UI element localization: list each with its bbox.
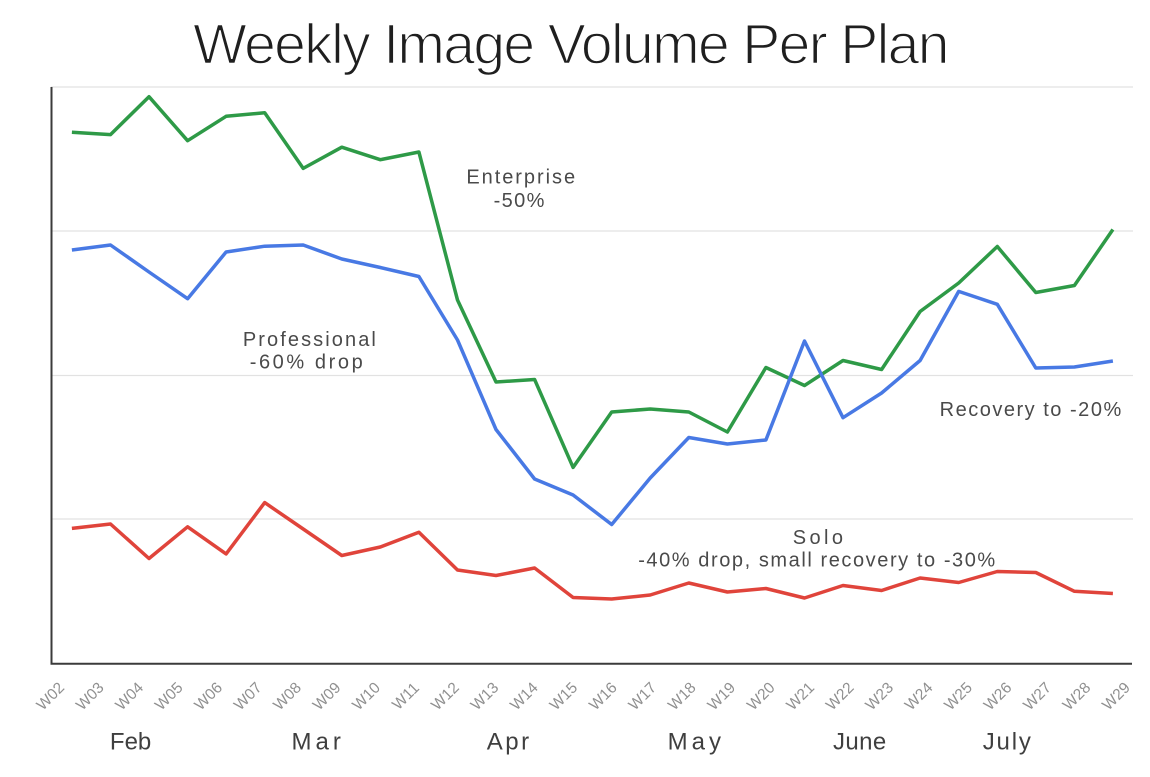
svg-text:W02: W02 [34, 679, 69, 714]
svg-text:June: June [833, 729, 887, 756]
svg-text:Feb: Feb [110, 729, 151, 756]
svg-text:Mar: Mar [292, 729, 345, 756]
svg-text:Solo: Solo [793, 527, 847, 549]
svg-text:W10: W10 [349, 679, 384, 714]
svg-text:W29: W29 [1099, 679, 1134, 714]
svg-text:-50%: -50% [494, 190, 546, 212]
svg-text:W13: W13 [468, 679, 503, 714]
svg-text:Professional: Professional [243, 329, 378, 351]
svg-text:W05: W05 [152, 679, 187, 714]
svg-text:W26: W26 [981, 679, 1016, 714]
svg-text:W20: W20 [744, 679, 779, 714]
svg-text:W21: W21 [783, 679, 818, 714]
svg-text:W15: W15 [547, 679, 582, 714]
svg-text:W06: W06 [191, 679, 226, 714]
svg-text:W22: W22 [823, 679, 858, 714]
svg-text:W09: W09 [310, 679, 345, 714]
svg-text:W11: W11 [389, 680, 423, 714]
svg-text:W08: W08 [270, 679, 305, 714]
svg-text:-60% drop: -60% drop [250, 352, 366, 374]
svg-text:-40% drop, small recovery to -: -40% drop, small recovery to -30% [638, 549, 997, 571]
svg-text:Recovery to -20%: Recovery to -20% [940, 399, 1123, 421]
svg-text:Apr: Apr [487, 729, 532, 756]
svg-text:W14: W14 [507, 679, 542, 714]
svg-text:W25: W25 [941, 679, 976, 714]
svg-text:Weekly Image Volume Per Plan: Weekly Image Volume Per Plan [193, 13, 948, 77]
svg-text:W18: W18 [665, 679, 700, 714]
svg-text:Enterprise: Enterprise [466, 167, 577, 189]
svg-text:W03: W03 [73, 679, 108, 714]
svg-text:W28: W28 [1060, 679, 1095, 714]
svg-text:W07: W07 [231, 679, 266, 714]
svg-text:W23: W23 [862, 679, 897, 714]
svg-text:W04: W04 [112, 679, 147, 714]
svg-text:W16: W16 [586, 679, 621, 714]
svg-text:W19: W19 [705, 679, 740, 714]
svg-text:W24: W24 [902, 679, 937, 714]
svg-text:W27: W27 [1020, 679, 1055, 714]
svg-text:May: May [668, 729, 725, 756]
svg-text:July: July [983, 729, 1033, 756]
svg-text:W12: W12 [428, 679, 463, 714]
svg-text:W17: W17 [626, 679, 661, 714]
